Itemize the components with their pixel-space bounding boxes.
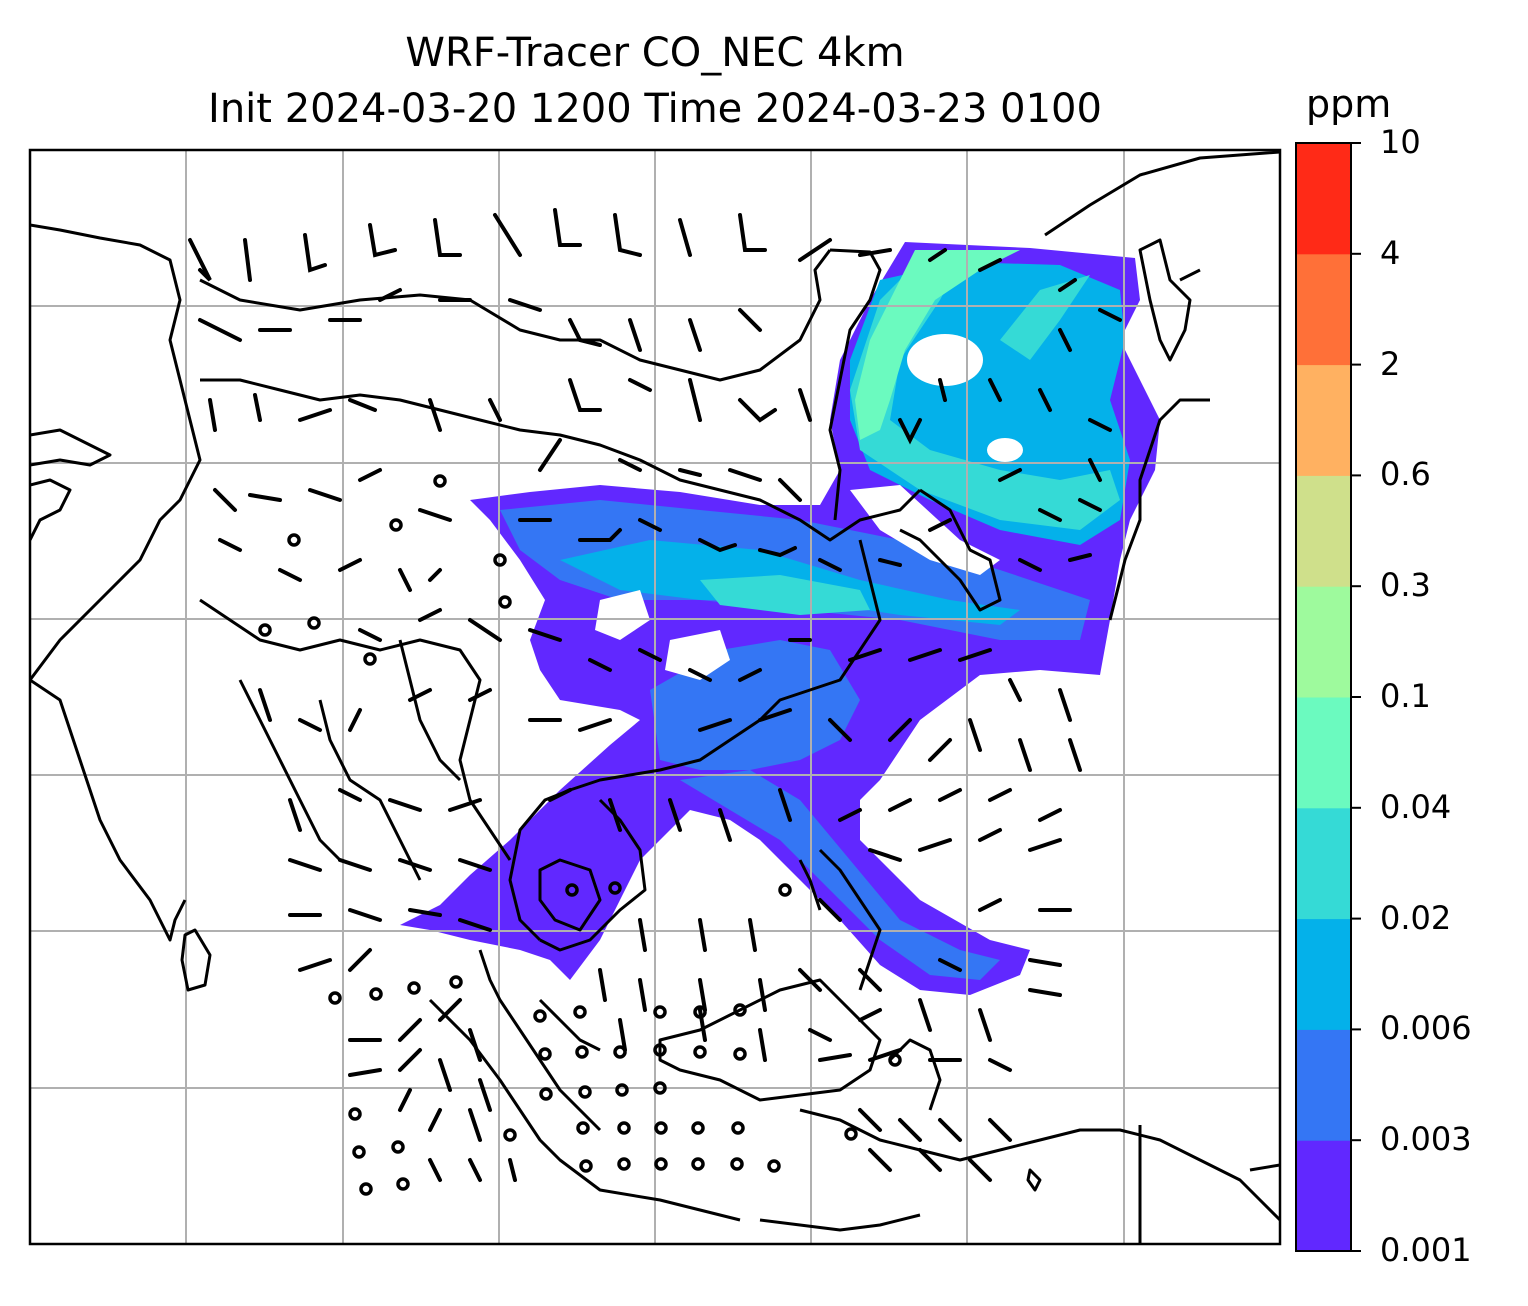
chart-title-line1: WRF-Tracer CO_NEC 4km — [405, 30, 905, 76]
colorbar-segment — [1296, 475, 1351, 587]
colorbar-segment — [1296, 143, 1351, 255]
colorbar-tick-label: 0.6 — [1380, 455, 1431, 494]
colorbar — [1296, 142, 1361, 1252]
colorbar-tick-label: 0.3 — [1380, 566, 1431, 605]
colorbar-segment — [1296, 586, 1351, 698]
colorbar-segment — [1296, 364, 1351, 476]
colorbar-tick-label: 0.02 — [1380, 898, 1452, 937]
colorbar-tick-label: 0.006 — [1380, 1009, 1472, 1048]
colorbar-segment — [1296, 253, 1351, 366]
chart-title-line2: Init 2024-03-20 1200 Time 2024-03-23 010… — [208, 86, 1102, 132]
colorbar-segment — [1296, 1140, 1351, 1252]
colorbar-tick-label: 0.003 — [1380, 1120, 1472, 1159]
calm-wind-markers — [258, 474, 902, 1196]
colorbar-tick-label: 0.1 — [1380, 677, 1431, 715]
colorbar-frame — [1295, 142, 1352, 1252]
colorbar-tick-label: 4 — [1380, 233, 1401, 272]
map-area — [30, 150, 1280, 1244]
wind-barbs — [188, 208, 1122, 1182]
colorbar-tick-label: 10 — [1380, 123, 1421, 161]
colorbar-segment — [1296, 807, 1351, 920]
coastlines-borders — [30, 150, 1280, 1244]
gridlines — [30, 150, 1280, 1244]
colorbar-unit-label: ppm — [1306, 82, 1392, 126]
map-frame — [28, 148, 1282, 1246]
colorbar-tick-label: 0.001 — [1380, 1231, 1472, 1269]
colorbar-segment — [1296, 697, 1351, 809]
colorbar-tick-label: 0.04 — [1380, 787, 1452, 826]
colorbar-segment — [1296, 918, 1351, 1030]
colorbar-segment — [1296, 1029, 1351, 1141]
colorbar-tick-label: 2 — [1380, 344, 1401, 383]
